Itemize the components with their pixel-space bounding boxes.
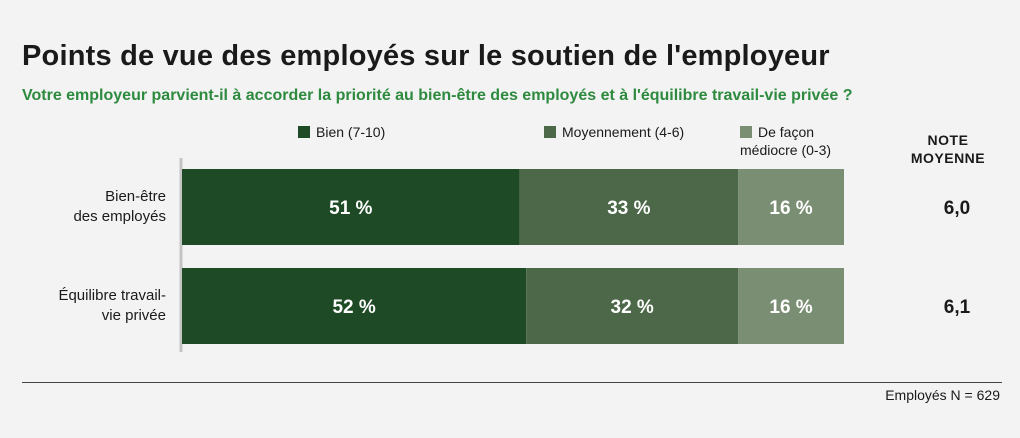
- average-score-0: 6,0: [944, 198, 970, 219]
- category-label-line: Équilibre travail-: [58, 287, 166, 304]
- bar-segment-bien-1: [182, 268, 527, 344]
- category-label-1: Équilibre travail-vie privée: [58, 287, 166, 324]
- chart-title: Points de vue des employés sur le soutie…: [22, 40, 830, 72]
- bar-segment-mediocre-0: [738, 169, 844, 245]
- note-header-line1: NOTE: [927, 132, 969, 148]
- average-score-1: 6,1: [944, 297, 971, 318]
- chart-subtitle: Votre employeur parvient-il à accorder l…: [22, 87, 853, 104]
- legend-label-moyennement: Moyennement (4-6): [562, 124, 685, 140]
- legend-label-bien: Bien (7-10): [316, 124, 386, 140]
- note-header: NOTE MOYENNE: [908, 131, 988, 167]
- legend-label-mediocre-1: De façon: [758, 124, 815, 140]
- legend-item-bien: Bien (7-10): [298, 123, 385, 141]
- data-label-bien-0: 51 %: [329, 198, 372, 219]
- category-label-line: Bien-être: [105, 188, 166, 205]
- bar-segment-moyennement-0: [519, 169, 739, 245]
- legend-label-mediocre-2: médiocre (0-3): [740, 142, 832, 158]
- legend-item-mediocre: De façon médiocre (0-3): [740, 123, 831, 159]
- legend-swatch-bien: [298, 126, 310, 138]
- data-label-mediocre-0: 16 %: [769, 198, 812, 219]
- footer-rule: [22, 382, 1002, 383]
- data-label-mediocre-1: 16 %: [769, 297, 812, 318]
- legend-item-moyennement: Moyennement (4-6): [544, 123, 684, 141]
- data-label-moyennement-0: 33 %: [607, 198, 650, 219]
- legend-swatch-moyennement: [544, 126, 556, 138]
- data-label-bien-1: 52 %: [332, 297, 375, 318]
- category-label-line: vie privée: [102, 307, 166, 324]
- bar-segment-moyennement-1: [526, 268, 739, 344]
- sample-size-note: Employés N = 629: [885, 387, 1000, 403]
- bar-segment-bien-0: [182, 169, 520, 245]
- category-label-line: des employés: [73, 208, 166, 225]
- category-label-0: Bien-être des employés: [73, 188, 166, 225]
- note-header-line2: MOYENNE: [910, 150, 986, 166]
- legend-swatch-mediocre: [740, 126, 752, 138]
- bar-segment-mediocre-1: [738, 268, 844, 344]
- data-label-moyennement-1: 32 %: [611, 297, 654, 318]
